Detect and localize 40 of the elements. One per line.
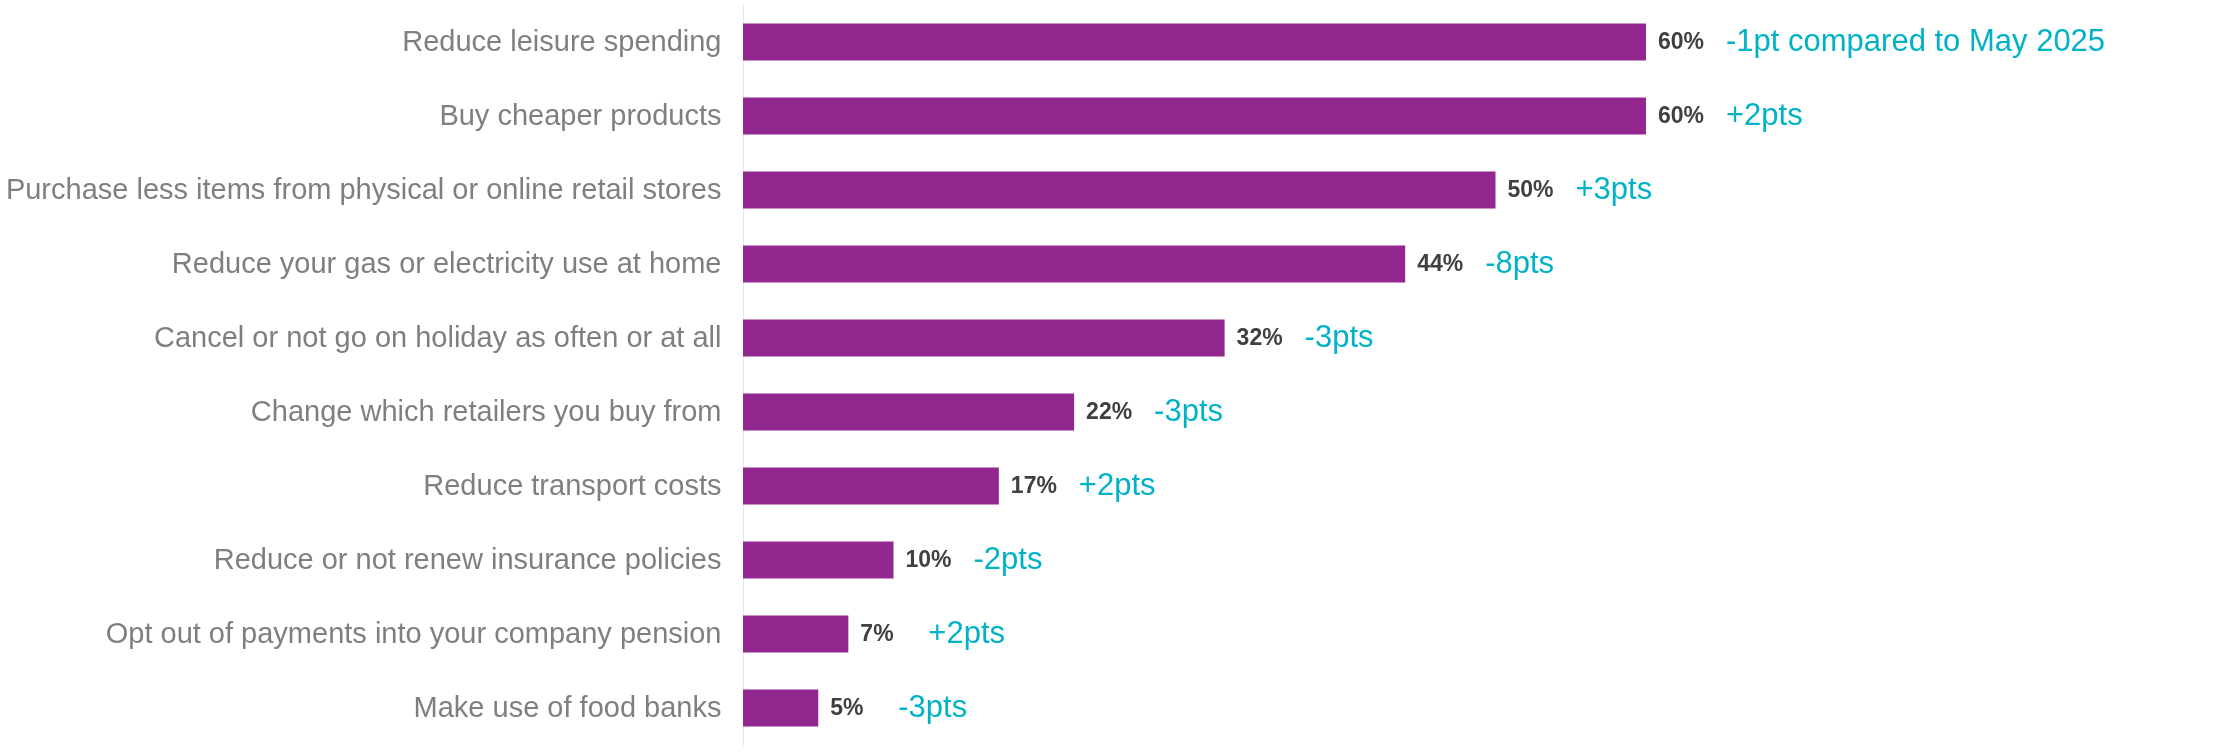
bar (743, 171, 1496, 209)
data-label: 44% (1417, 250, 1464, 276)
bar (743, 23, 1646, 61)
y-tick-label: Reduce or not renew insurance policies (213, 543, 722, 575)
bar (743, 245, 1406, 283)
y-tick-label: Purchase less items from physical or online retail stores (5, 173, 722, 205)
data-label: 7% (860, 620, 894, 646)
y-tick-label: Opt out of payments into your company pension (105, 617, 722, 649)
bar (743, 97, 1646, 135)
y-tick-label: Cancel or not go on holiday as often or at all (154, 321, 722, 353)
data-label: 50% (1507, 176, 1554, 202)
bar (743, 689, 819, 727)
bar (743, 541, 894, 579)
annotation: -8pts (1485, 245, 1555, 280)
annotation: +2pts (1078, 467, 1156, 502)
bar (743, 467, 999, 505)
annotation: +3pts (1575, 171, 1653, 206)
y-tick-label: Reduce your gas or electricity use at home (171, 247, 722, 279)
y-tick-label: Reduce transport costs (423, 469, 722, 501)
annotation: -3pts (1154, 393, 1224, 428)
bar (743, 319, 1225, 357)
bar (743, 393, 1075, 431)
y-tick-label: Reduce leisure spending (402, 25, 722, 57)
annotation: +2pts (1726, 97, 1803, 132)
annotation: -2pts (973, 541, 1043, 576)
annotation: +2pts (928, 615, 1006, 650)
data-label: 10% (905, 546, 952, 572)
y-tick-label: Make use of food banks (413, 691, 722, 723)
y-tick-label: Change which retailers you buy from (250, 395, 722, 427)
data-label: 60% (1658, 102, 1705, 128)
data-label: 32% (1236, 324, 1283, 350)
y-tick-label: Buy cheaper products (439, 99, 722, 131)
bar (743, 615, 849, 653)
data-label: 5% (830, 694, 864, 720)
data-label: 60% (1658, 28, 1705, 54)
annotation: -3pts (898, 689, 968, 724)
data-label: 22% (1086, 398, 1133, 424)
data-label: 17% (1010, 472, 1057, 498)
annotation: -3pts (1304, 319, 1374, 354)
annotation: -1pt compared to May 2025 (1726, 23, 2106, 58)
